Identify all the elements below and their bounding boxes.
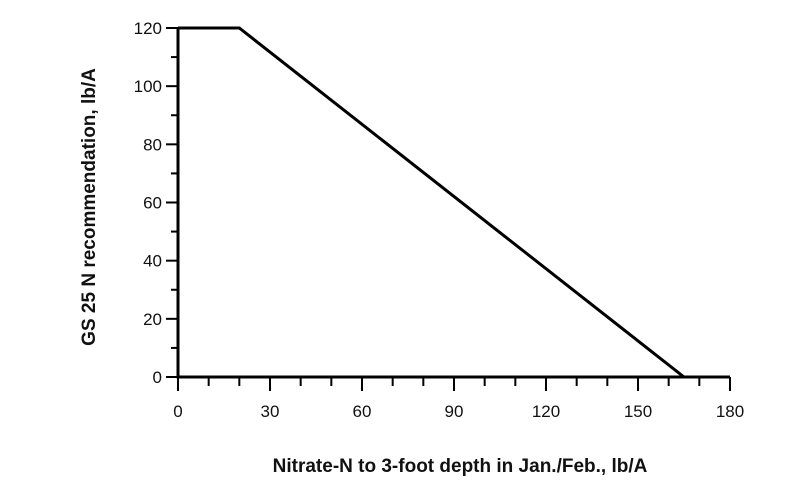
y-tick-label: 20 (143, 310, 162, 329)
y-axis-title: GS 25 N recommendation, lb/A (79, 68, 100, 346)
y-tick-label: 0 (153, 368, 162, 387)
x-tick-label: 120 (532, 402, 560, 421)
x-tick-label: 90 (445, 402, 464, 421)
y-ticks: 0 20 40 60 80 100 120 (134, 19, 178, 387)
y-axis: 0 20 40 60 80 100 120 (134, 19, 180, 387)
x-tick-label: 60 (353, 402, 372, 421)
x-tick-label: 180 (716, 402, 744, 421)
x-axis: 0 30 60 90 120 150 180 (173, 375, 744, 421)
y-tick-label: 80 (143, 135, 162, 154)
y-tick-label: 60 (143, 194, 162, 213)
x-tick-label: 0 (173, 402, 182, 421)
plot-area (178, 26, 730, 379)
x-ticks: 0 30 60 90 120 150 180 (173, 377, 744, 421)
series-line (178, 26, 730, 379)
x-tick-label: 30 (261, 402, 280, 421)
y-tick-label: 100 (134, 77, 162, 96)
x-tick-label: 150 (624, 402, 652, 421)
y-tick-label: 40 (143, 252, 162, 271)
y-tick-label: 120 (134, 19, 162, 38)
x-axis-title: Nitrate-N to 3-foot depth in Jan./Feb., … (273, 456, 648, 477)
